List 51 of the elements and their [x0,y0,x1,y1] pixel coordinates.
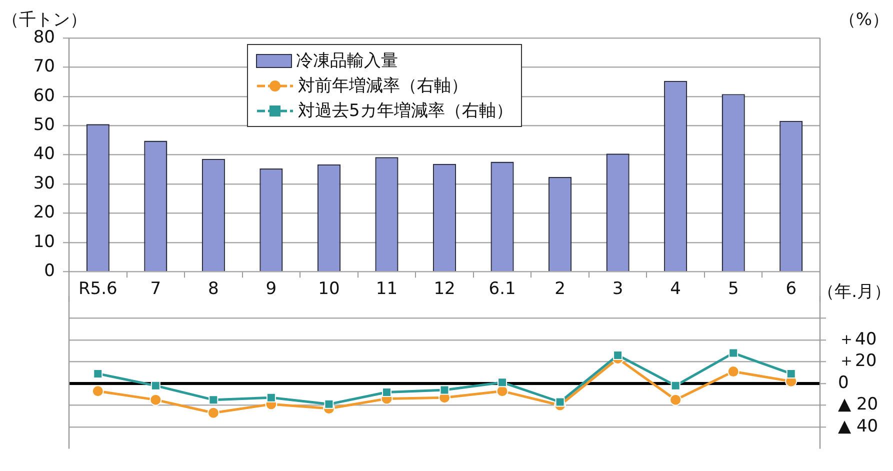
x-tick-label: 6.1 [488,279,516,300]
y-tick-label: 40 [33,144,55,164]
y-axis-title: （千トン） [2,9,87,30]
y-tick-label: 70 [33,56,55,77]
y-tick-label: ▲ 40 [838,416,878,436]
x-tick-label: 7 [150,279,162,300]
y-tick-label: ▲ 20 [838,394,878,415]
legend-label: 冷凍品輸入量 [296,50,398,72]
x-tick-label: 12 [434,279,456,300]
y-tick-label: 30 [33,173,55,194]
x-tick-label: 11 [376,279,398,300]
x-tick-label: 3 [612,279,624,300]
point [728,348,738,358]
text: （%） [838,9,889,31]
y-tick-label: 20 [33,202,55,223]
y-tick-label: 60 [33,86,55,106]
point [92,385,104,398]
legend-label: 対過去5カ年増減率（右軸） [298,100,513,122]
point [382,387,392,397]
point [150,394,162,406]
x-tick-label: 10 [318,279,340,300]
point [150,380,160,390]
point [93,368,103,378]
x-tick-label: R5.6 [78,279,118,300]
y-tick-label: 80 [33,27,55,48]
x-tick-label: 4 [670,279,681,300]
point [555,397,565,407]
x-axis-title: （年.月） [818,280,891,303]
x-tick-label: 8 [208,279,219,300]
y-tick-label: 0 [838,372,849,393]
y-tick-label: 0 [44,261,55,282]
point [670,394,682,406]
point [208,395,218,405]
point [613,350,623,360]
legend-label: 対前年増減率（右軸） [298,75,468,97]
y-tick-label: ＋40 [838,329,877,350]
point [670,380,680,390]
y-tick-label: 50 [33,115,55,136]
x-tick-label: 6 [786,279,797,300]
y-tick-label: 10 [33,232,55,252]
point [266,392,276,402]
point [440,385,450,395]
y-tick-label: ＋20 [838,351,877,372]
point [786,368,796,378]
point [498,378,508,388]
point [324,399,334,409]
point [207,406,220,419]
point [727,366,740,378]
x-tick-label: 5 [728,279,739,300]
x-tick-label: 2 [554,279,566,300]
x-tick-label: 9 [266,279,277,300]
